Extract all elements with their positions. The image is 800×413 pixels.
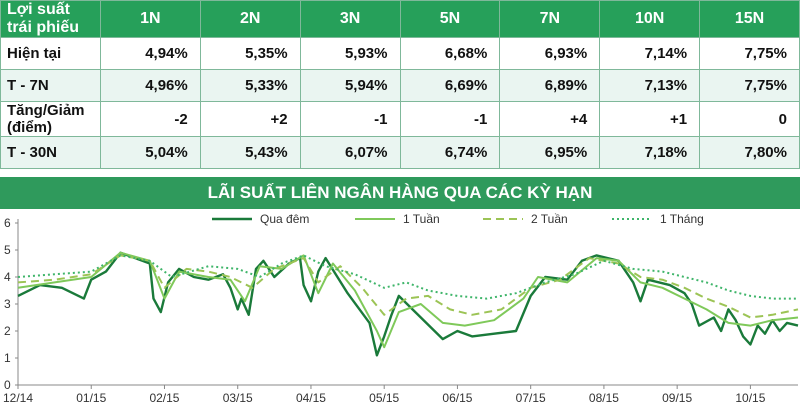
table-cell: 7,80% [699, 136, 800, 169]
table-cell: 7,13% [599, 69, 701, 102]
table-cell: +4 [499, 101, 601, 137]
row-label: Hiện tại [0, 37, 101, 70]
legend-label: 2 Tuần [531, 212, 568, 226]
x-tick-label: 12/14 [3, 391, 33, 405]
table-cell: 5,93% [299, 37, 401, 70]
series-line-1-tuần [17, 251, 799, 349]
table-cell: 7,18% [599, 136, 701, 169]
row-label: T - 7N [0, 69, 101, 102]
y-tick-label: 0 [4, 378, 11, 392]
x-tick-label: 02/15 [149, 391, 179, 405]
table-cell: 5,33% [199, 69, 301, 102]
y-tick-label: 1 [4, 351, 11, 365]
x-tick-label: 07/15 [516, 391, 546, 405]
legend-label: 1 Tuần [403, 212, 440, 226]
table-cell: 6,74% [399, 136, 501, 169]
table-cell: 6,89% [499, 69, 601, 102]
table-cell: 6,68% [399, 37, 501, 70]
table-cell: 0 [699, 101, 800, 137]
legend-label: Qua đêm [260, 212, 309, 226]
table-header-row: Lợi suất trái phiếu 1N 2N 3N 5N 7N 10N 1… [0, 0, 800, 38]
table-cell: 5,04% [99, 136, 201, 169]
interbank-rate-chart: LÃI SUẤT LIÊN NGÂN HÀNG QUA CÁC KỲ HẠN 0… [0, 177, 800, 413]
column-header-label: Lợi suất trái phiếu [0, 0, 101, 38]
table-cell: 5,43% [199, 136, 301, 169]
column-header-10n: 10N [599, 0, 701, 38]
series-line-2-tuần [17, 254, 799, 319]
series-line-1-tháng [17, 254, 798, 300]
table-row: T - 7N 4,96% 5,33% 5,94% 6,69% 6,89% 7,1… [0, 69, 800, 102]
y-tick-label: 3 [4, 297, 11, 311]
table-cell: 4,94% [99, 37, 201, 70]
table-cell: 4,96% [99, 69, 201, 102]
table-cell: +2 [199, 101, 301, 137]
column-header-2n: 2N [199, 0, 301, 38]
chart-plot: 0 1 2 3 4 5 6 12/14 01/15 02/15 03/15 04/15 05/15 06/… [3, 212, 799, 405]
table-cell: -1 [399, 101, 501, 137]
table-cell: 6,69% [399, 69, 501, 102]
y-tick-label: 6 [4, 216, 11, 230]
y-tick-label: 4 [4, 270, 11, 284]
table-row: T - 30N 5,04% 5,43% 6,07% 6,74% 6,95% 7,… [0, 136, 800, 169]
series-line-qua-đêm [17, 251, 799, 357]
column-header-5n: 5N [399, 0, 501, 38]
chart-title: LÃI SUẤT LIÊN NGÂN HÀNG QUA CÁC KỲ HẠN [207, 183, 593, 202]
table-cell: 6,93% [499, 37, 601, 70]
x-tick-label: 04/15 [296, 391, 326, 405]
table-cell: -1 [299, 101, 401, 137]
x-tick-label: 10/15 [735, 391, 765, 405]
table-row: Tăng/Giảm (điểm) -2 +2 -1 -1 +4 +1 0 [0, 101, 800, 137]
chart-title-banner [0, 177, 800, 209]
column-header-7n: 7N [499, 0, 601, 38]
table-cell: 5,35% [199, 37, 301, 70]
bond-yield-table: Lợi suất trái phiếu 1N 2N 3N 5N 7N 10N 1… [0, 0, 800, 169]
table-cell: -2 [99, 101, 201, 137]
table-row: Hiện tại 4,94% 5,35% 5,93% 6,68% 6,93% 7… [0, 37, 800, 70]
x-tick-label: 09/15 [662, 391, 692, 405]
legend-label: 1 Tháng [660, 212, 704, 226]
x-tick-label: 03/15 [223, 391, 253, 405]
table-cell: 5,94% [299, 69, 401, 102]
table-cell: 6,95% [499, 136, 601, 169]
x-tick-label: 05/15 [369, 391, 399, 405]
x-tick-label: 08/15 [589, 391, 619, 405]
table-cell: 7,75% [699, 69, 800, 102]
x-tick-label: 06/15 [442, 391, 472, 405]
table-cell: 7,75% [699, 37, 800, 70]
column-header-15n: 15N [699, 0, 800, 38]
table-cell: 7,14% [599, 37, 701, 70]
y-tick-label: 2 [4, 324, 11, 338]
column-header-3n: 3N [299, 0, 401, 38]
column-header-1n: 1N [99, 0, 201, 38]
x-tick-label: 01/15 [76, 391, 106, 405]
table-cell: 6,07% [299, 136, 401, 169]
table-cell: +1 [599, 101, 701, 137]
row-label: Tăng/Giảm (điểm) [0, 101, 101, 137]
row-label: T - 30N [0, 136, 101, 169]
y-tick-label: 5 [4, 243, 11, 257]
